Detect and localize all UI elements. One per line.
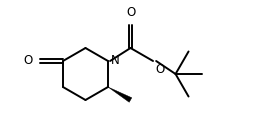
Polygon shape xyxy=(108,87,132,102)
Text: N: N xyxy=(111,53,120,67)
Text: O: O xyxy=(126,6,135,19)
Text: O: O xyxy=(155,63,164,76)
Text: O: O xyxy=(23,55,33,67)
